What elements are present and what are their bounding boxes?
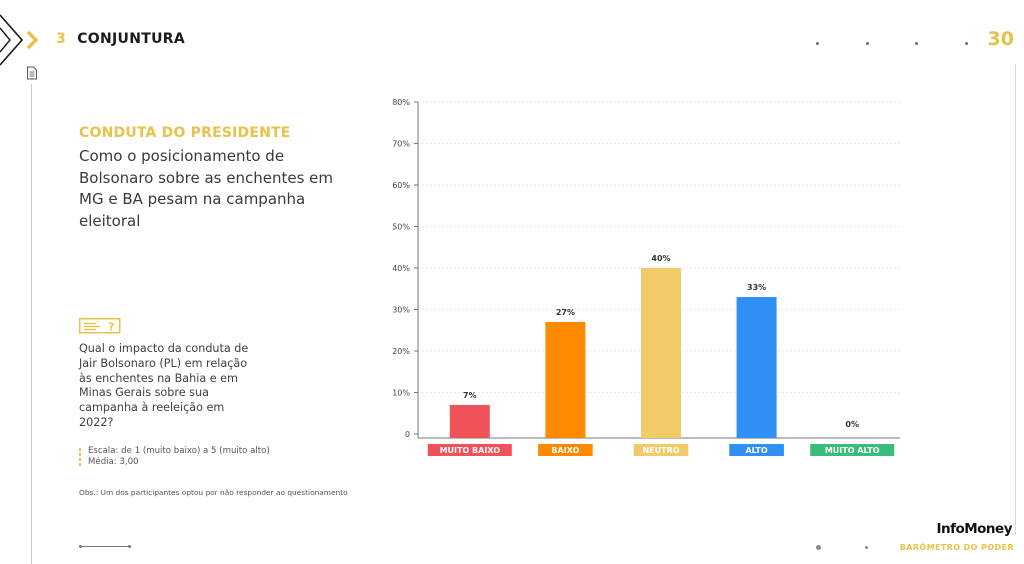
kicker: CONDUTA DO PRESIDENTE <box>79 125 291 141</box>
y-tick-label: 30% <box>392 306 410 315</box>
section-number: 3 <box>56 31 67 47</box>
bottom-line-decoration <box>79 545 131 548</box>
category-label-box <box>633 444 689 456</box>
brand-subtitle: BARÔMETRO DO PODER <box>899 543 1014 552</box>
y-tick-label: 80% <box>392 98 410 107</box>
svg-text:?: ? <box>108 321 114 334</box>
y-tick-label: 20% <box>392 347 410 356</box>
section-name: CONJUNTURA <box>77 31 185 47</box>
brand-logo: InfoMoney <box>936 521 1012 537</box>
category-label-box <box>810 444 895 456</box>
headline: Como o posicionamento de Bolsonaro sobre… <box>79 147 333 230</box>
y-tick-label: 60% <box>392 181 410 190</box>
category-label: NEUTRO <box>642 446 679 455</box>
bar <box>736 297 777 438</box>
mean-text: Média: 3,00 <box>88 457 139 467</box>
bottom-dot <box>816 545 821 550</box>
y-tick-label: 40% <box>392 264 410 273</box>
y-tick-label: 0 <box>405 430 410 439</box>
category-label: MUITO ALTO <box>825 446 880 455</box>
bar-value-label: 7% <box>463 391 477 400</box>
y-tick-label: 10% <box>392 389 410 398</box>
top-dots <box>816 42 968 45</box>
bar <box>449 404 490 438</box>
footnote: Obs.: Um dos participantes optou por não… <box>79 488 348 497</box>
bar-value-label: 40% <box>651 254 670 263</box>
question-text: Qual o impacto da conduta de Jair Bolson… <box>79 342 249 429</box>
bar-chart: 0 10% 20% 30% 40% 50% 60% 70% 80% 7% MUITO BAIXO 27… <box>392 98 900 456</box>
scale-block: Escala: de 1 (muito baixo) a 5 (muito al… <box>79 446 270 468</box>
scale-text: Escala: de 1 (muito baixo) a 5 (muito al… <box>88 446 270 456</box>
document-icon[interactable] <box>26 66 38 80</box>
bar-value-label: 27% <box>556 308 575 317</box>
category-label: BAIXO <box>551 446 579 455</box>
category-label: ALTO <box>745 446 767 455</box>
question-card-icon: ? <box>79 318 121 334</box>
y-tick-label: 70% <box>392 140 410 149</box>
chevron-right-icon[interactable] <box>0 6 46 74</box>
left-rule <box>31 84 32 564</box>
bar-value-label: 0% <box>845 420 859 429</box>
bottom-dot <box>865 546 868 549</box>
category-label-box <box>729 444 784 456</box>
page-number: 30 <box>987 28 1014 50</box>
category-label-box <box>538 444 593 456</box>
bar-value-label: 33% <box>747 283 766 292</box>
category-label: MUITO BAIXO <box>440 446 501 455</box>
category-label-box <box>427 444 512 456</box>
right-rule <box>1015 64 1016 534</box>
section-title: 3 CONJUNTURA <box>56 31 185 47</box>
y-tick-label: 50% <box>392 223 410 232</box>
bar <box>545 321 586 438</box>
bar <box>641 268 681 438</box>
